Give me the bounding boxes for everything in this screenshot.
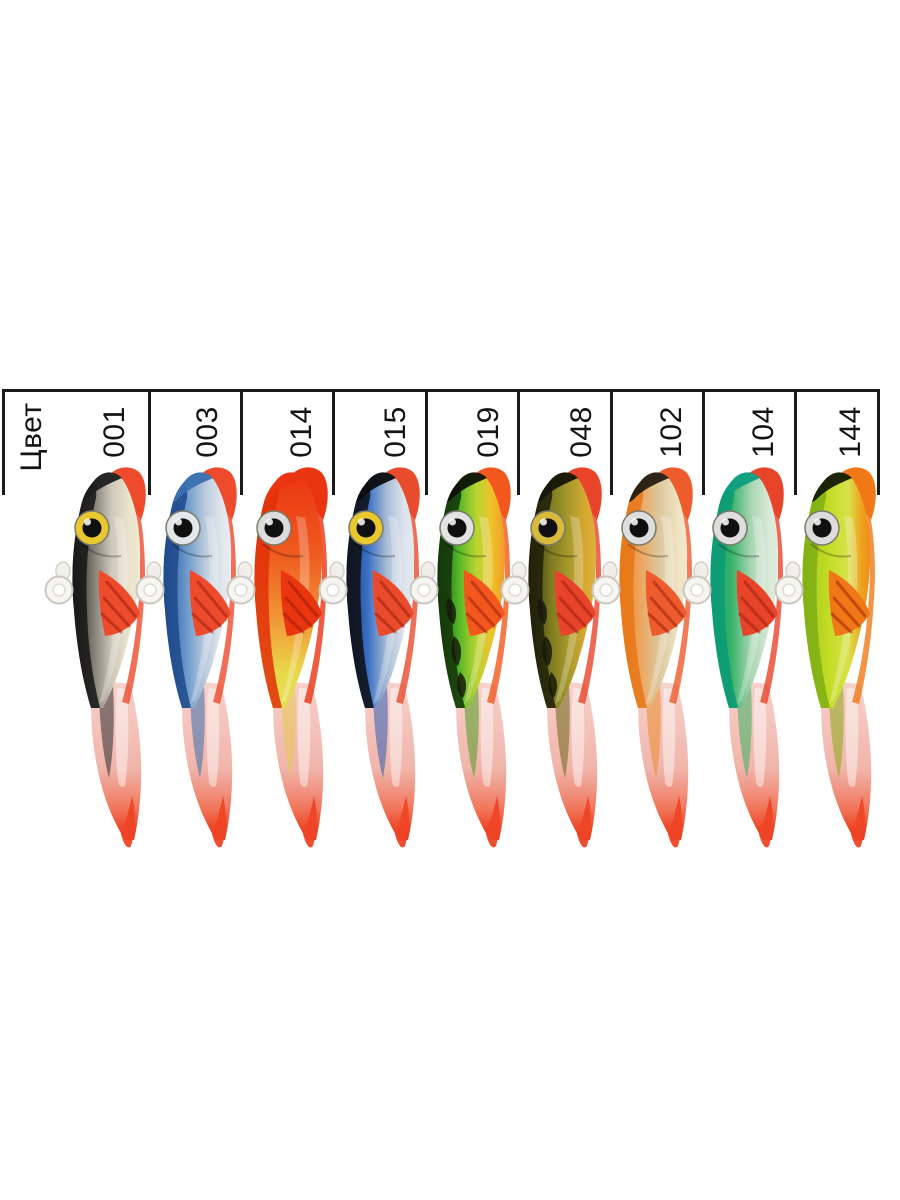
lure-swatch-014 — [226, 467, 328, 848]
lure-eye-icon — [712, 510, 748, 546]
lure-swatch-104 — [682, 467, 784, 848]
lure-skirt — [821, 680, 872, 848]
lure-line-tie-ring — [226, 561, 256, 605]
table-column-divider-6 — [610, 391, 613, 495]
lure-head-patch — [264, 472, 304, 502]
lure-pectoral-fin — [98, 570, 140, 636]
lure-pectoral-fin — [463, 570, 505, 636]
table-column-divider-1 — [148, 391, 151, 495]
lure-skirt-tip — [668, 796, 682, 848]
lure-gill-line — [810, 543, 852, 558]
lure-belly-highlight — [646, 516, 675, 704]
lure-belly-highlight — [281, 516, 310, 704]
lure-line-tie-ring — [591, 561, 621, 605]
lure-pectoral-fin — [554, 570, 596, 636]
column-header-label: 001 — [98, 406, 131, 458]
lure-head-patch — [538, 472, 578, 502]
column-header-label: 003 — [191, 406, 224, 458]
lure-head-patch — [173, 472, 213, 502]
lure-eye-icon — [256, 510, 292, 546]
lure-head-patch — [812, 472, 852, 502]
lure-belly-highlight — [829, 516, 858, 704]
lure-head-patch — [720, 472, 760, 502]
lure-gill-line — [354, 543, 396, 558]
table-column-divider-5 — [517, 391, 520, 495]
lure-gill-line — [627, 543, 669, 558]
lure-skirt-tip — [759, 796, 773, 848]
lure-line-tie-ring — [500, 561, 530, 605]
column-header-label: 144 — [834, 406, 867, 458]
lure-pectoral-fin — [736, 570, 778, 636]
lure-pectoral-fin — [828, 570, 870, 636]
lure-gill-line — [262, 543, 304, 558]
lure-gill-line — [536, 543, 578, 558]
lure-skirt-tip — [212, 796, 226, 848]
lure-swatch-019 — [409, 467, 511, 848]
lure-belly-highlight — [190, 516, 219, 704]
table-column-divider-2 — [240, 391, 243, 495]
lure-belly-highlight — [555, 516, 584, 704]
lure-gill-line — [718, 543, 760, 558]
column-header-label: 102 — [655, 406, 688, 458]
table-column-divider-9 — [877, 391, 880, 495]
lure-eye-icon — [439, 510, 475, 546]
column-header-label: 104 — [747, 406, 780, 458]
lure-skirt-tip — [486, 796, 500, 848]
lure-pectoral-fin — [189, 570, 231, 636]
lure-line-tie-ring — [682, 561, 712, 605]
lure-skirt-tip — [395, 796, 409, 848]
lure-head-patch — [447, 472, 487, 502]
lure-swatch-015 — [318, 467, 420, 848]
lure-stripe-bars — [537, 598, 558, 698]
table-column-divider-0 — [2, 391, 5, 495]
table-column-divider-3 — [332, 391, 335, 495]
lure-head-patch — [82, 472, 122, 502]
table-column-divider-7 — [702, 391, 705, 495]
lure-line-tie-ring — [318, 561, 348, 605]
lure-eye-icon — [165, 510, 201, 546]
column-header-label: 014 — [285, 406, 318, 458]
lure-swatch-144 — [774, 467, 876, 848]
lure-gill-line — [171, 543, 213, 558]
column-header-label: 015 — [379, 406, 412, 458]
lure-belly-highlight — [737, 516, 766, 704]
lure-pectoral-fin — [372, 570, 414, 636]
table-top-border — [2, 389, 880, 392]
table-column-divider-4 — [425, 391, 428, 495]
column-header-label: 048 — [565, 406, 598, 458]
lure-line-tie-ring — [135, 561, 165, 605]
table-column-divider-8 — [794, 391, 797, 495]
lure-swatch-001 — [44, 467, 146, 848]
lure-swatch-003 — [135, 467, 237, 848]
lure-eye-icon — [804, 510, 840, 546]
lure-line-tie-ring — [774, 561, 804, 605]
lure-swatch-048 — [500, 467, 602, 848]
lure-head-patch — [629, 472, 669, 502]
lure-eye-icon — [74, 510, 110, 546]
lure-pectoral-fin — [645, 570, 687, 636]
lure-belly-highlight — [464, 516, 493, 704]
lure-head-patch — [356, 472, 396, 502]
lure-pectoral-fin — [280, 570, 322, 636]
lure-swatch-102 — [591, 467, 693, 848]
lure-eye-icon — [530, 510, 566, 546]
lure-skirt-tip — [303, 796, 317, 848]
lure-eye-icon — [348, 510, 384, 546]
lure-skirt — [365, 680, 416, 848]
lure-eye-icon — [621, 510, 657, 546]
lure-line-tie-ring — [409, 561, 439, 605]
lure-belly-highlight — [373, 516, 402, 704]
lure-stripe-bars — [446, 598, 467, 698]
lure-skirt-tip — [851, 796, 865, 848]
lure-gill-line — [445, 543, 487, 558]
lure-belly-highlight — [99, 516, 128, 704]
lure-gill-line — [80, 543, 122, 558]
column-header-label: 019 — [472, 406, 505, 458]
lure-skirt-tip — [577, 796, 591, 848]
lure-skirt-tip — [121, 796, 135, 848]
lure-line-tie-ring — [44, 561, 74, 605]
